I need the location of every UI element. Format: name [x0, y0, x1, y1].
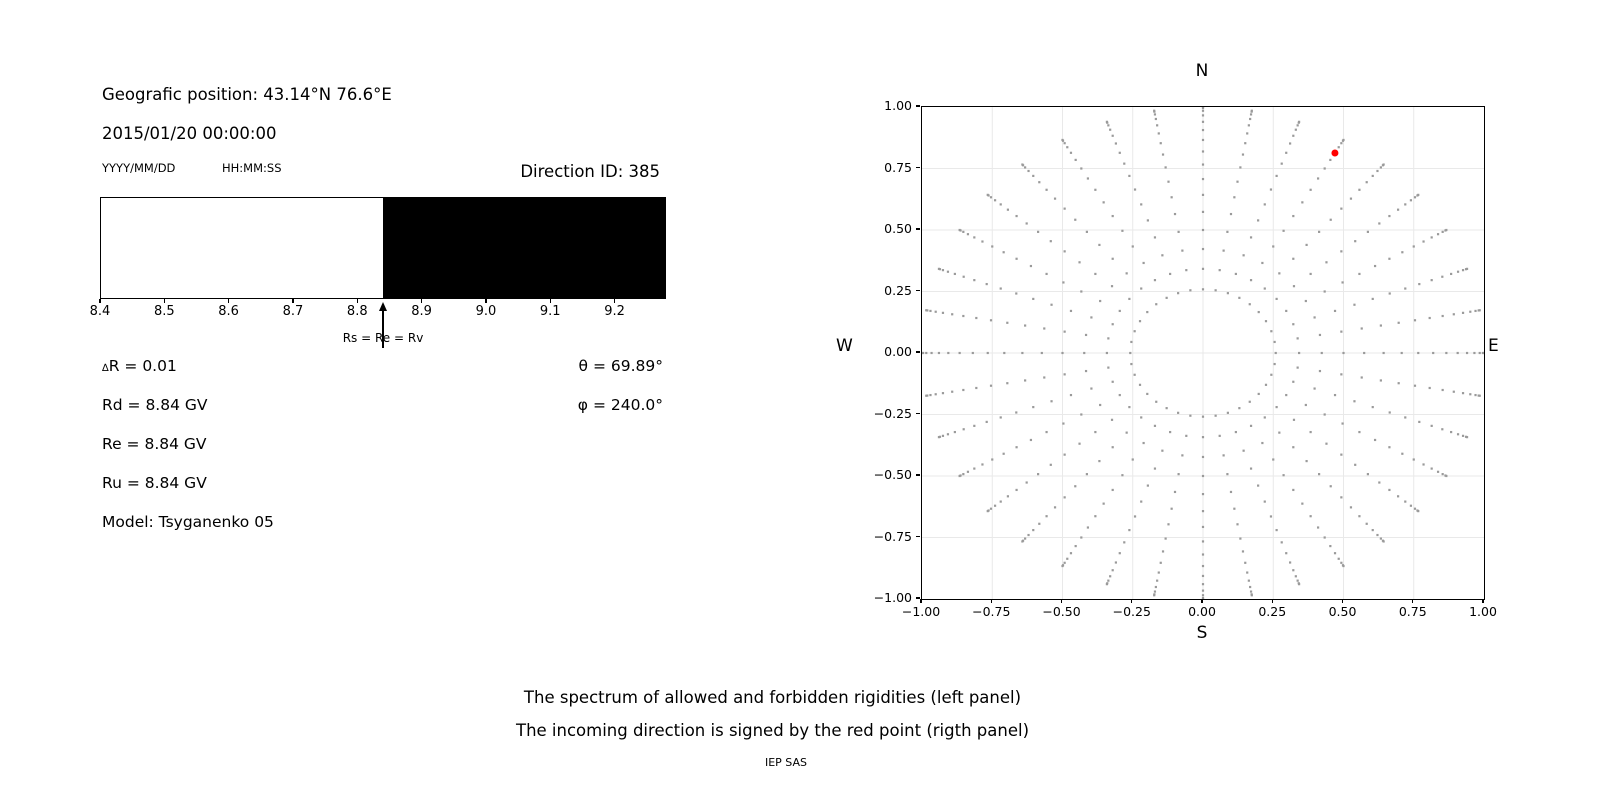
- plot-y-tick-mark: [916, 289, 920, 292]
- geographic-position-label: Geografic position: 43.14°N 76.6°E: [102, 85, 392, 104]
- plot-x-tick-label: 0.25: [1258, 604, 1287, 619]
- plot-y-tick-mark: [916, 351, 920, 353]
- spectrum-tick-mark: [613, 299, 616, 303]
- spectrum-tick-label: 8.7: [282, 304, 304, 319]
- plot-x-tick-label: 0.50: [1328, 604, 1357, 619]
- spectrum-tick-label: 8.5: [153, 304, 175, 319]
- spectrum-tick-label: 9.2: [604, 304, 625, 319]
- spectrum-tick-label: 8.8: [346, 304, 368, 319]
- spectrum-tick-mark: [549, 299, 551, 303]
- spectrum-tick-mark: [292, 299, 294, 303]
- plot-x-tick-mark: [1482, 599, 1484, 603]
- plot-x-tick-mark: [1131, 599, 1133, 603]
- forbidden-rigidity-region: [383, 198, 665, 298]
- spectrum-tick-mark: [485, 299, 487, 303]
- direction-id-label: Direction ID: 385: [520, 162, 660, 181]
- plot-x-tick-mark: [920, 599, 922, 603]
- date-format-label: YYYY/MM/DD: [102, 161, 176, 175]
- plot-y-tick-label: 1.00: [884, 98, 912, 113]
- param-phi: φ = 240.0°: [577, 396, 663, 414]
- credit-label: IEP SAS: [764, 756, 808, 769]
- plot-x-tick-label: 0.00: [1188, 604, 1216, 619]
- compass-east-label: E: [1488, 336, 1499, 356]
- rigidity-spectrum-bar: [100, 197, 666, 299]
- spectrum-tick-mark: [228, 299, 230, 303]
- plot-y-tick-label: −0.25: [873, 405, 912, 421]
- compass-west-label: W: [836, 336, 853, 356]
- cutoff-arrow-head-icon: [378, 302, 387, 311]
- plot-y-tick-label: 0.50: [884, 221, 912, 236]
- plot-x-tick-mark: [1412, 599, 1414, 603]
- compass-north-label: N: [1195, 61, 1209, 81]
- plot-y-tick-mark: [916, 535, 920, 538]
- compass-south-label: S: [1196, 623, 1208, 643]
- incoming-direction-red-point: [1331, 149, 1339, 157]
- spectrum-tick-mark: [356, 299, 358, 303]
- spectrum-tick-label: 9.1: [539, 304, 561, 319]
- delta-symbol: ∆: [102, 363, 109, 374]
- plot-x-tick-label: −1.00: [901, 604, 941, 619]
- plot-x-tick-label: −0.50: [1042, 604, 1081, 619]
- plot-x-tick-mark: [1271, 599, 1273, 603]
- spectrum-tick-mark: [163, 299, 165, 303]
- plot-y-tick-mark: [916, 597, 920, 599]
- param-delta-r-value: R = 0.01: [108, 357, 177, 375]
- caption-line-1: The spectrum of allowed and forbidden ri…: [523, 688, 1022, 707]
- plot-x-tick-label: 1.00: [1469, 604, 1497, 619]
- plot-y-tick-label: 0.25: [884, 282, 912, 298]
- plot-x-tick-mark: [1341, 599, 1344, 603]
- plot-x-tick-label: 0.75: [1398, 604, 1427, 619]
- direction-scatter-plot: [921, 106, 1485, 600]
- plot-y-tick-mark: [916, 412, 920, 415]
- plot-x-tick-label: −0.75: [972, 604, 1011, 619]
- plot-y-tick-mark: [916, 166, 920, 169]
- param-re: Re = 8.84 GV: [102, 435, 207, 453]
- param-rd: Rd = 8.84 GV: [102, 396, 208, 414]
- plot-y-tick-label: −0.75: [873, 528, 912, 544]
- plot-y-tick-label: −1.00: [873, 590, 912, 605]
- plot-x-tick-mark: [1201, 599, 1203, 603]
- spectrum-tick-label: 9.0: [475, 304, 497, 319]
- plot-x-tick-label: −0.25: [1112, 604, 1151, 619]
- spectrum-tick-mark: [420, 299, 423, 303]
- scatter-dots-canvas: [922, 107, 1484, 599]
- plot-y-tick-mark: [916, 228, 920, 230]
- plot-x-tick-mark: [990, 599, 992, 603]
- spectrum-tick-mark: [99, 299, 101, 303]
- caption-line-2: The incoming direction is signed by the …: [515, 721, 1030, 740]
- plot-y-tick-label: 0.00: [884, 344, 912, 359]
- param-theta: θ = 69.89°: [578, 357, 663, 375]
- spectrum-tick-label: 8.4: [89, 304, 111, 319]
- plot-y-tick-mark: [916, 474, 920, 476]
- param-delta-r: ∆R = 0.01: [102, 357, 177, 378]
- cutoff-arrow-label: Rs = Re = Rv: [342, 331, 424, 345]
- plot-y-tick-label: −0.50: [873, 467, 912, 482]
- plot-x-tick-mark: [1060, 599, 1063, 603]
- cutoff-arrow-shaft: [382, 310, 384, 348]
- spectrum-tick-label: 8.9: [411, 304, 432, 319]
- time-format-label: HH:MM:SS: [222, 161, 282, 175]
- plot-y-tick-mark: [916, 105, 920, 107]
- spectrum-tick-label: 8.6: [218, 304, 239, 319]
- param-ru: Ru = 8.84 GV: [102, 474, 207, 492]
- datetime-label: 2015/01/20 00:00:00: [102, 124, 277, 143]
- plot-y-tick-label: 0.75: [884, 159, 912, 175]
- param-model: Model: Tsyganenko 05: [102, 513, 274, 531]
